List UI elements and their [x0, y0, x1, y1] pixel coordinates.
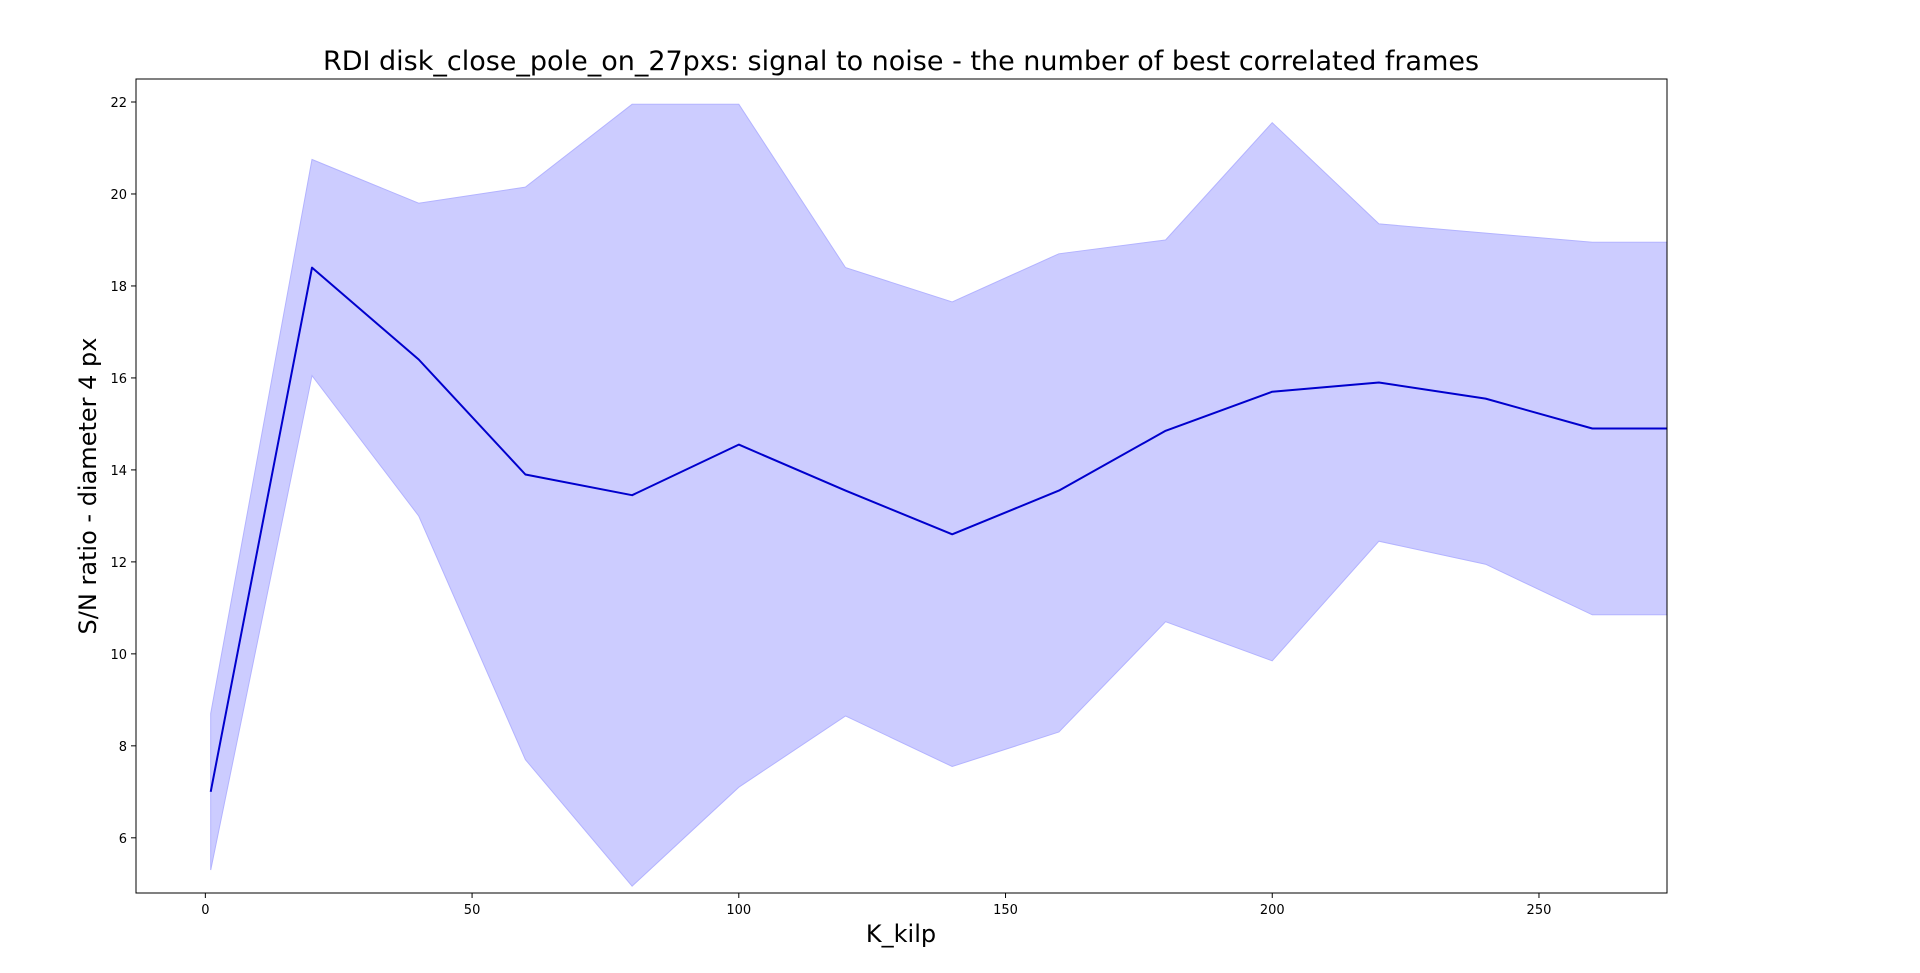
y-tick-label: 14 — [110, 464, 127, 479]
y-tick-label: 20 — [110, 188, 127, 203]
y-axis-label: S/N ratio - diameter 4 px — [74, 338, 102, 635]
plot-content — [209, 103, 1667, 887]
y-tick-label: 18 — [110, 280, 127, 295]
y-tick-label: 8 — [119, 740, 127, 755]
y-tick-label: 12 — [110, 556, 127, 571]
plot-area: 0 50 100 150 200 250 6 8 10 12 14 16 18 20 22 — [110, 78, 1668, 918]
chart-title: RDI disk_close_pole_on_27pxs: signal to … — [323, 46, 1479, 77]
confidence-band — [210, 103, 1667, 887]
x-tick-label: 50 — [464, 903, 481, 918]
x-axis-label: K_kilp — [866, 920, 936, 948]
y-tick-label: 6 — [119, 832, 127, 847]
y-tick-label: 16 — [110, 372, 127, 387]
x-tick-label: 150 — [993, 903, 1018, 918]
x-tick-label: 250 — [1527, 903, 1552, 918]
x-tick-label: 200 — [1260, 903, 1285, 918]
axes-frame — [135, 78, 1668, 894]
series-line-0 — [209, 266, 1667, 792]
x-tick-label: 0 — [201, 903, 209, 918]
y-tick-label: 10 — [110, 648, 127, 663]
y-tick-label: 22 — [110, 96, 127, 111]
x-tick-label: 100 — [726, 903, 751, 918]
